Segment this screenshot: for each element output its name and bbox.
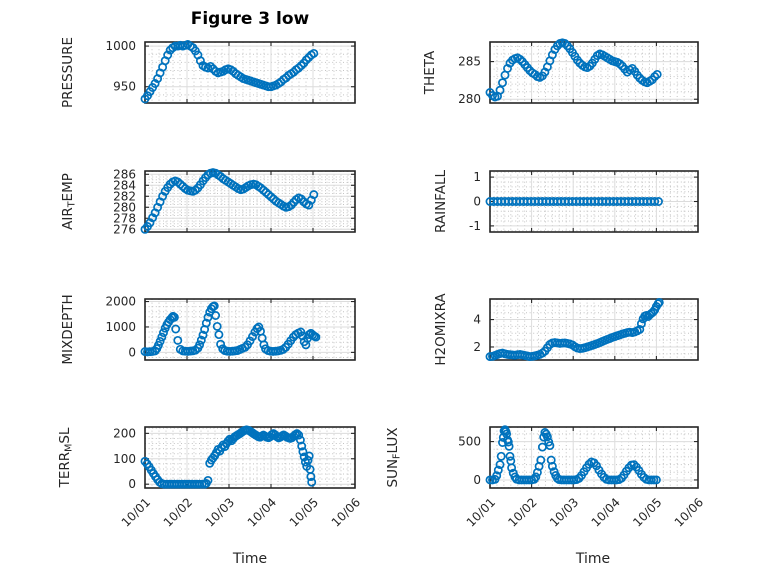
y-tick-label: 950 [113, 80, 136, 94]
y-tick-label: 1000 [105, 320, 136, 334]
y-tick-label: 1000 [105, 39, 136, 53]
y-tick-label: 200 [113, 426, 136, 440]
subplot-rainfall: -1 0 1 RAINFALL [433, 170, 699, 233]
y-axis-label-h2omixra: H2OMIXRA [433, 293, 449, 366]
y-tick-label: 2000 [105, 295, 136, 309]
subplot-terr-msl: 0 100 200 10/01 10/02 10/03 10/04 10/05 10/06 TER… [57, 425, 363, 530]
y-tick-label: 1 [473, 170, 481, 184]
x-tick-label: 10/01 [119, 495, 153, 529]
x-tick-label: 10/02 [505, 495, 539, 529]
minor-grid [490, 171, 698, 232]
y-tick-label: 285 [458, 55, 481, 69]
y-axis-label-pressure: PRESSURE [60, 37, 76, 108]
minor-grid [145, 42, 355, 104]
x-tick-label: 10/06 [672, 495, 706, 529]
subplot-sun-flux: 0 500 10/01 10/02 10/03 10/04 10/05 10/06 SUNFLU… [385, 425, 706, 530]
x-tick-label: 10/04 [245, 495, 279, 529]
y-axis-label-rainfall: RAINFALL [433, 170, 449, 233]
figure-title: Figure 3 low [190, 9, 310, 29]
h2omixra-data-points [485, 297, 664, 362]
axes-frame [489, 426, 699, 489]
minor-grid [490, 299, 698, 360]
y-tick-label: 500 [458, 435, 481, 449]
subplot-theta: 280 285 THETA [422, 38, 699, 106]
y-tick-label: 0 [473, 195, 481, 209]
theta-data-points [485, 38, 662, 102]
y-axis-label-sun-flux: SUNFLUX [385, 427, 403, 487]
y-tick-label: 0 [473, 473, 481, 487]
x-tick-label: 10/05 [287, 495, 321, 529]
x-tick-label: 10/01 [464, 495, 498, 529]
tick-marks [144, 42, 356, 103]
x-axis-label-left: Time [232, 551, 268, 567]
terr-msl-data-points [140, 425, 317, 489]
air-temp-data-points [140, 168, 319, 234]
y-tick-label: 100 [113, 452, 136, 466]
x-tick-label: 10/02 [161, 495, 195, 529]
axes-frame [144, 298, 356, 361]
x-tick-label: 10/05 [630, 495, 664, 529]
y-tick-label: 284 [113, 178, 136, 192]
y-tick-label: 0 [128, 477, 136, 491]
axes-frame [489, 298, 699, 361]
y-tick-label: 280 [458, 92, 481, 106]
rainfall-data-points [485, 197, 663, 206]
major-grid [490, 171, 698, 232]
tick-marks [489, 42, 699, 103]
tick-marks [144, 171, 356, 232]
minor-grid [490, 42, 698, 103]
y-axis-label-theta: THETA [422, 50, 438, 95]
y-tick-label: 0 [128, 345, 136, 359]
subplot-mixdepth: 0 1000 2000 MIXDEPTH [60, 294, 356, 365]
mixdepth-data-points [140, 301, 321, 357]
x-tick-label: 10/03 [547, 495, 581, 529]
subplot-pressure: 950 1000 PRESSURE [60, 37, 356, 108]
pressure-data-points [140, 39, 319, 104]
x-tick-label: 10/04 [589, 495, 623, 529]
major-grid [490, 42, 698, 103]
y-tick-label: 278 [113, 211, 136, 225]
y-tick-label: 4 [473, 313, 481, 327]
sun-flux-data-points [485, 425, 661, 485]
axes-frame [144, 170, 356, 233]
y-tick-label: 2 [473, 340, 481, 354]
y-axis-label-mixdepth: MIXDEPTH [60, 294, 76, 364]
axes-frame [144, 41, 356, 104]
tick-marks [489, 171, 699, 232]
y-tick-label: -1 [469, 219, 481, 233]
subplot-h2omixra: 2 4 H2OMIXRA [433, 293, 699, 366]
x-axis-label-right: Time [575, 551, 611, 567]
y-axis-label-terr-msl: TERRMSL [57, 427, 75, 488]
y-tick-label: 276 [113, 222, 136, 236]
y-tick-label: 280 [113, 200, 136, 214]
y-tick-label: 282 [113, 189, 136, 203]
y-tick-label: 286 [113, 167, 136, 181]
axes-frame [489, 41, 699, 104]
x-tick-label: 10/03 [203, 495, 237, 529]
y-axis-label-air-temp: AIRTEMP [60, 173, 78, 230]
x-tick-label: 10/06 [329, 495, 363, 529]
major-grid [145, 42, 355, 103]
